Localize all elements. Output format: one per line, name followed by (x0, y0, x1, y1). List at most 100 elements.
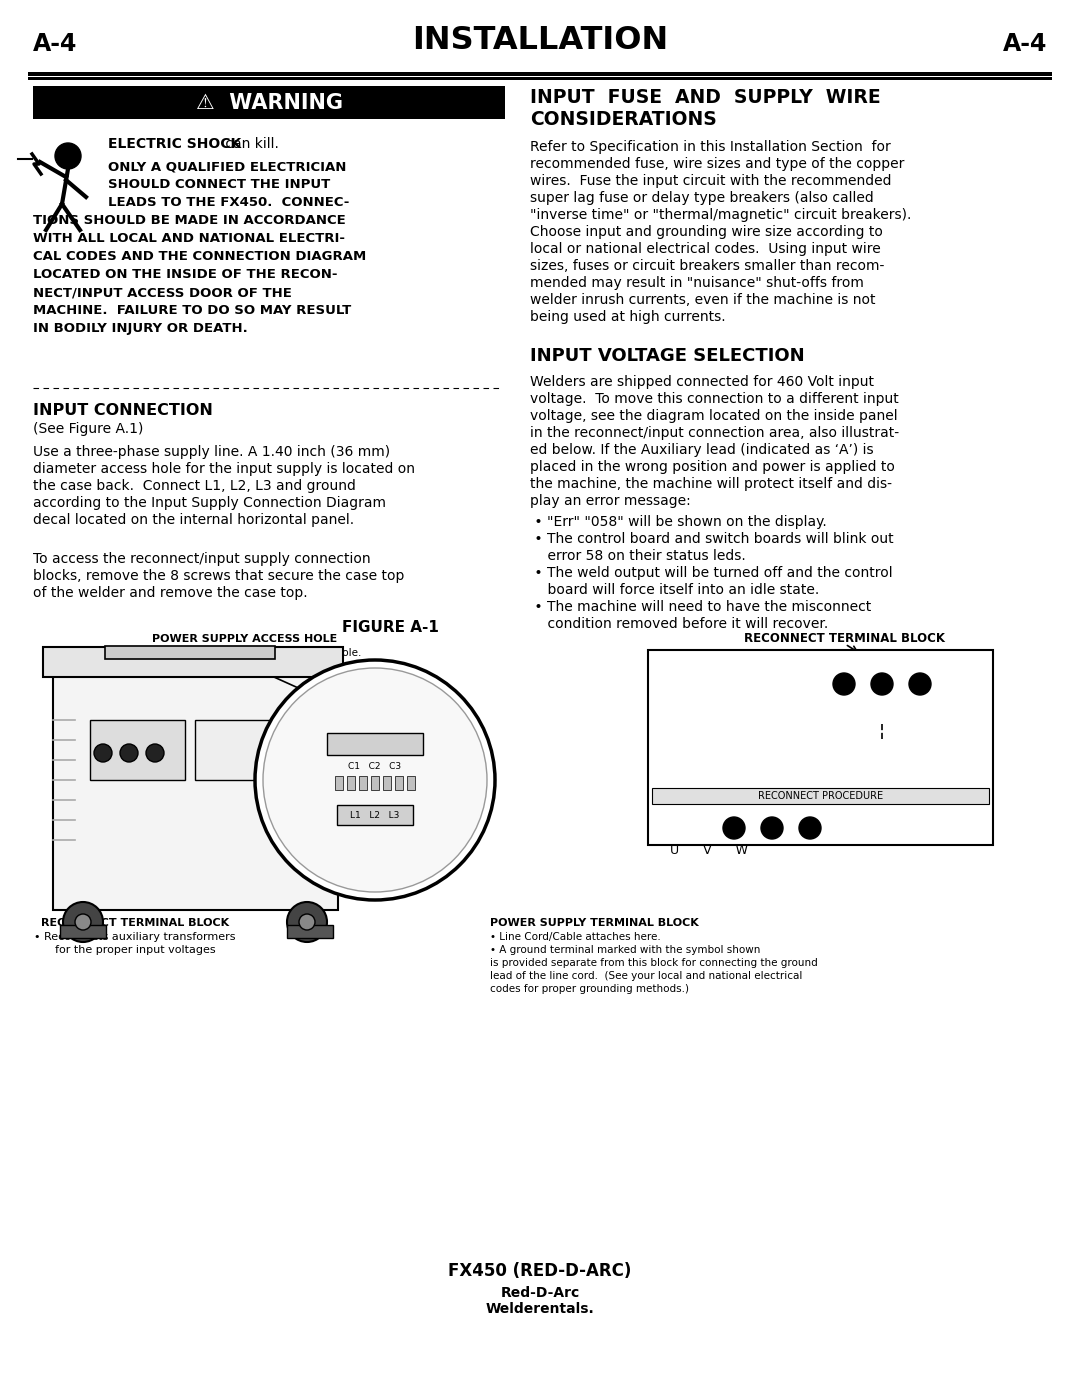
Text: CONSIDERATIONS: CONSIDERATIONS (530, 110, 717, 129)
Text: (See Figure A.1): (See Figure A.1) (33, 422, 144, 436)
Circle shape (287, 902, 327, 942)
Text: U      V      W: U V W (670, 844, 748, 856)
Text: L1    L2    L3: L1 L2 L3 (738, 811, 806, 820)
Text: NECT/INPUT ACCESS DOOR OF THE: NECT/INPUT ACCESS DOOR OF THE (33, 286, 292, 298)
Circle shape (264, 668, 487, 892)
Bar (372, 776, 379, 790)
Text: Use a three-phase supply line. A 1.40 inch (36 mm): Use a three-phase supply line. A 1.40 in… (33, 446, 390, 459)
Text: CAL CODES AND THE CONNECTION DIAGRAM: CAL CODES AND THE CONNECTION DIAGRAM (33, 250, 366, 262)
Bar (195, 720, 305, 780)
Text: placed in the wrong position and power is applied to: placed in the wrong position and power i… (530, 459, 895, 473)
Circle shape (55, 143, 81, 169)
Text: super lag fuse or delay type breakers (also called: super lag fuse or delay type breakers (a… (530, 192, 874, 205)
Text: blocks, remove the 8 screws that secure the case top: blocks, remove the 8 screws that secure … (33, 569, 404, 583)
Text: of the welder and remove the case top.: of the welder and remove the case top. (33, 586, 308, 600)
Text: ⚠  WARNING: ⚠ WARNING (195, 93, 342, 112)
Text: diameter access hole for the input supply is located on: diameter access hole for the input suppl… (33, 462, 415, 476)
Text: INPUT CONNECTION: INPUT CONNECTION (33, 403, 213, 418)
Text: sizes, fuses or circuit breakers smaller than recom-: sizes, fuses or circuit breakers smaller… (530, 260, 885, 273)
Text: local or national electrical codes.  Using input wire: local or national electrical codes. Usin… (530, 242, 881, 255)
Text: • The weld output will be turned off and the control: • The weld output will be turned off and… (530, 566, 893, 580)
Circle shape (870, 673, 893, 695)
Text: voltage, see the diagram located on the inside panel: voltage, see the diagram located on the … (530, 409, 897, 423)
Text: To access the reconnect/input supply connection: To access the reconnect/input supply con… (33, 552, 370, 566)
Text: according to the Input Supply Connection Diagram: according to the Input Supply Connection… (33, 496, 386, 509)
Bar (652, 788, 989, 804)
Bar (33, 86, 505, 119)
Bar (383, 776, 391, 790)
Text: for the proper input voltages: for the proper input voltages (55, 945, 215, 955)
Text: FX450 (RED-D-ARC): FX450 (RED-D-ARC) (448, 1262, 632, 1280)
Text: Choose input and grounding wire size according to: Choose input and grounding wire size acc… (530, 225, 882, 239)
Text: TIONS SHOULD BE MADE IN ACCORDANCE: TIONS SHOULD BE MADE IN ACCORDANCE (33, 214, 346, 228)
Bar (28, 76, 1052, 81)
Circle shape (833, 673, 855, 695)
Text: • A ground terminal marked with the symbol shown: • A ground terminal marked with the symb… (490, 945, 760, 955)
Circle shape (723, 818, 745, 838)
Text: LOCATED ON THE INSIDE OF THE RECON-: LOCATED ON THE INSIDE OF THE RECON- (33, 268, 337, 280)
Bar (105, 645, 275, 659)
Text: A-4: A-4 (33, 32, 78, 56)
Bar (407, 776, 415, 790)
Text: RECONNECT PROCEDURE: RECONNECT PROCEDURE (758, 791, 883, 801)
Bar (60, 924, 106, 938)
Text: • Reconnects auxiliary transformers: • Reconnects auxiliary transformers (35, 931, 235, 942)
Text: the machine, the machine will protect itself and dis-: the machine, the machine will protect it… (530, 477, 892, 491)
Text: IN BODILY INJURY OR DEATH.: IN BODILY INJURY OR DEATH. (33, 322, 247, 335)
Text: SHOULD CONNECT THE INPUT: SHOULD CONNECT THE INPUT (108, 178, 330, 192)
Text: ELECTRIC SHOCK: ELECTRIC SHOCK (108, 137, 241, 151)
Bar (395, 776, 403, 790)
Text: lead of the line cord.  (See your local and national electrical: lead of the line cord. (See your local a… (490, 972, 802, 981)
Text: ONLY A QUALIFIED ELECTRICIAN: ONLY A QUALIFIED ELECTRICIAN (108, 160, 347, 174)
Text: ed below. If the Auxiliary lead (indicated as ‘A’) is: ed below. If the Auxiliary lead (indicat… (530, 443, 874, 457)
Bar (90, 720, 185, 780)
Text: RECONNECT TERMINAL BLOCK: RECONNECT TERMINAL BLOCK (744, 632, 945, 645)
Text: "inverse time" or "thermal/magnetic" circuit breakers).: "inverse time" or "thermal/magnetic" cir… (530, 208, 912, 222)
Text: Welders are shipped connected for 460 Volt input: Welders are shipped connected for 460 Vo… (530, 375, 874, 389)
Text: • The machine will need to have the misconnect: • The machine will need to have the misc… (530, 600, 872, 613)
Text: A: A (906, 726, 915, 738)
Circle shape (799, 818, 821, 838)
Text: MACHINE.  FAILURE TO DO SO MAY RESULT: MACHINE. FAILURE TO DO SO MAY RESULT (33, 304, 351, 316)
Text: welder inrush currents, even if the machine is not: welder inrush currents, even if the mach… (530, 293, 876, 307)
Text: • The control board and switch boards will blink out: • The control board and switch boards wi… (530, 532, 893, 545)
Circle shape (299, 915, 315, 930)
Text: board will force itself into an idle state.: board will force itself into an idle sta… (530, 583, 820, 597)
Bar (359, 776, 367, 790)
Text: INPUT VOLTAGE SELECTION: INPUT VOLTAGE SELECTION (530, 347, 805, 365)
Circle shape (63, 902, 103, 942)
Text: recommended fuse, wire sizes and type of the copper: recommended fuse, wire sizes and type of… (530, 157, 904, 171)
Text: POWER SUPPLY TERMINAL BLOCK: POWER SUPPLY TERMINAL BLOCK (490, 917, 699, 929)
Text: TO DESIRED INPUT: TO DESIRED INPUT (733, 761, 825, 770)
Text: being used at high currents.: being used at high currents. (530, 310, 726, 323)
Text: H12  H13  H14: H12 H13 H14 (843, 666, 920, 676)
Bar (337, 805, 413, 824)
Text: • Line Cord/Cable attaches here.: • Line Cord/Cable attaches here. (490, 931, 661, 942)
Bar (335, 776, 343, 790)
Text: A-4: A-4 (1002, 32, 1047, 56)
Circle shape (909, 673, 931, 695)
Text: • "Err" "058" will be shown on the display.: • "Err" "058" will be shown on the displ… (530, 515, 827, 529)
Text: WITH ALL LOCAL AND NATIONAL ELECTRI-: WITH ALL LOCAL AND NATIONAL ELECTRI- (33, 232, 345, 246)
Text: decal located on the internal horizontal panel.: decal located on the internal horizontal… (33, 514, 354, 527)
Text: 380V  460V  575V: 380V 460V 575V (838, 706, 926, 716)
Text: Refer to Specification in this Installation Section  for: Refer to Specification in this Installat… (530, 140, 891, 154)
Bar (28, 72, 1052, 76)
Circle shape (761, 818, 783, 838)
Text: INSTALLATION: INSTALLATION (411, 25, 669, 56)
Text: can kill.: can kill. (221, 137, 279, 151)
Bar (327, 733, 423, 755)
Text: play an error message:: play an error message: (530, 494, 691, 508)
Text: wires.  Fuse the input circuit with the recommended: wires. Fuse the input circuit with the r… (530, 174, 891, 187)
Circle shape (94, 744, 112, 762)
Bar (43, 647, 343, 677)
Text: voltage.  To move this connection to a different input: voltage. To move this connection to a di… (530, 391, 899, 407)
Text: Welderentals.: Welderentals. (486, 1302, 594, 1316)
Text: in the reconnect/input connection area, also illustrat-: in the reconnect/input connection area, … (530, 426, 900, 440)
Text: CONNECT LEAD  A: CONNECT LEAD A (734, 748, 824, 758)
Text: FIGURE A-1: FIGURE A-1 (341, 620, 438, 634)
Text: INPUT  FUSE  AND  SUPPLY  WIRE: INPUT FUSE AND SUPPLY WIRE (530, 87, 880, 107)
Text: condition removed before it will recover.: condition removed before it will recover… (530, 618, 828, 632)
Text: error 58 on their status leds.: error 58 on their status leds. (530, 550, 746, 564)
Text: codes for proper grounding methods.): codes for proper grounding methods.) (490, 984, 689, 994)
